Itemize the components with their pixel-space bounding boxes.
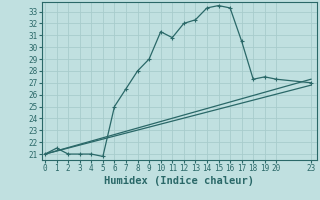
X-axis label: Humidex (Indice chaleur): Humidex (Indice chaleur) bbox=[104, 176, 254, 186]
